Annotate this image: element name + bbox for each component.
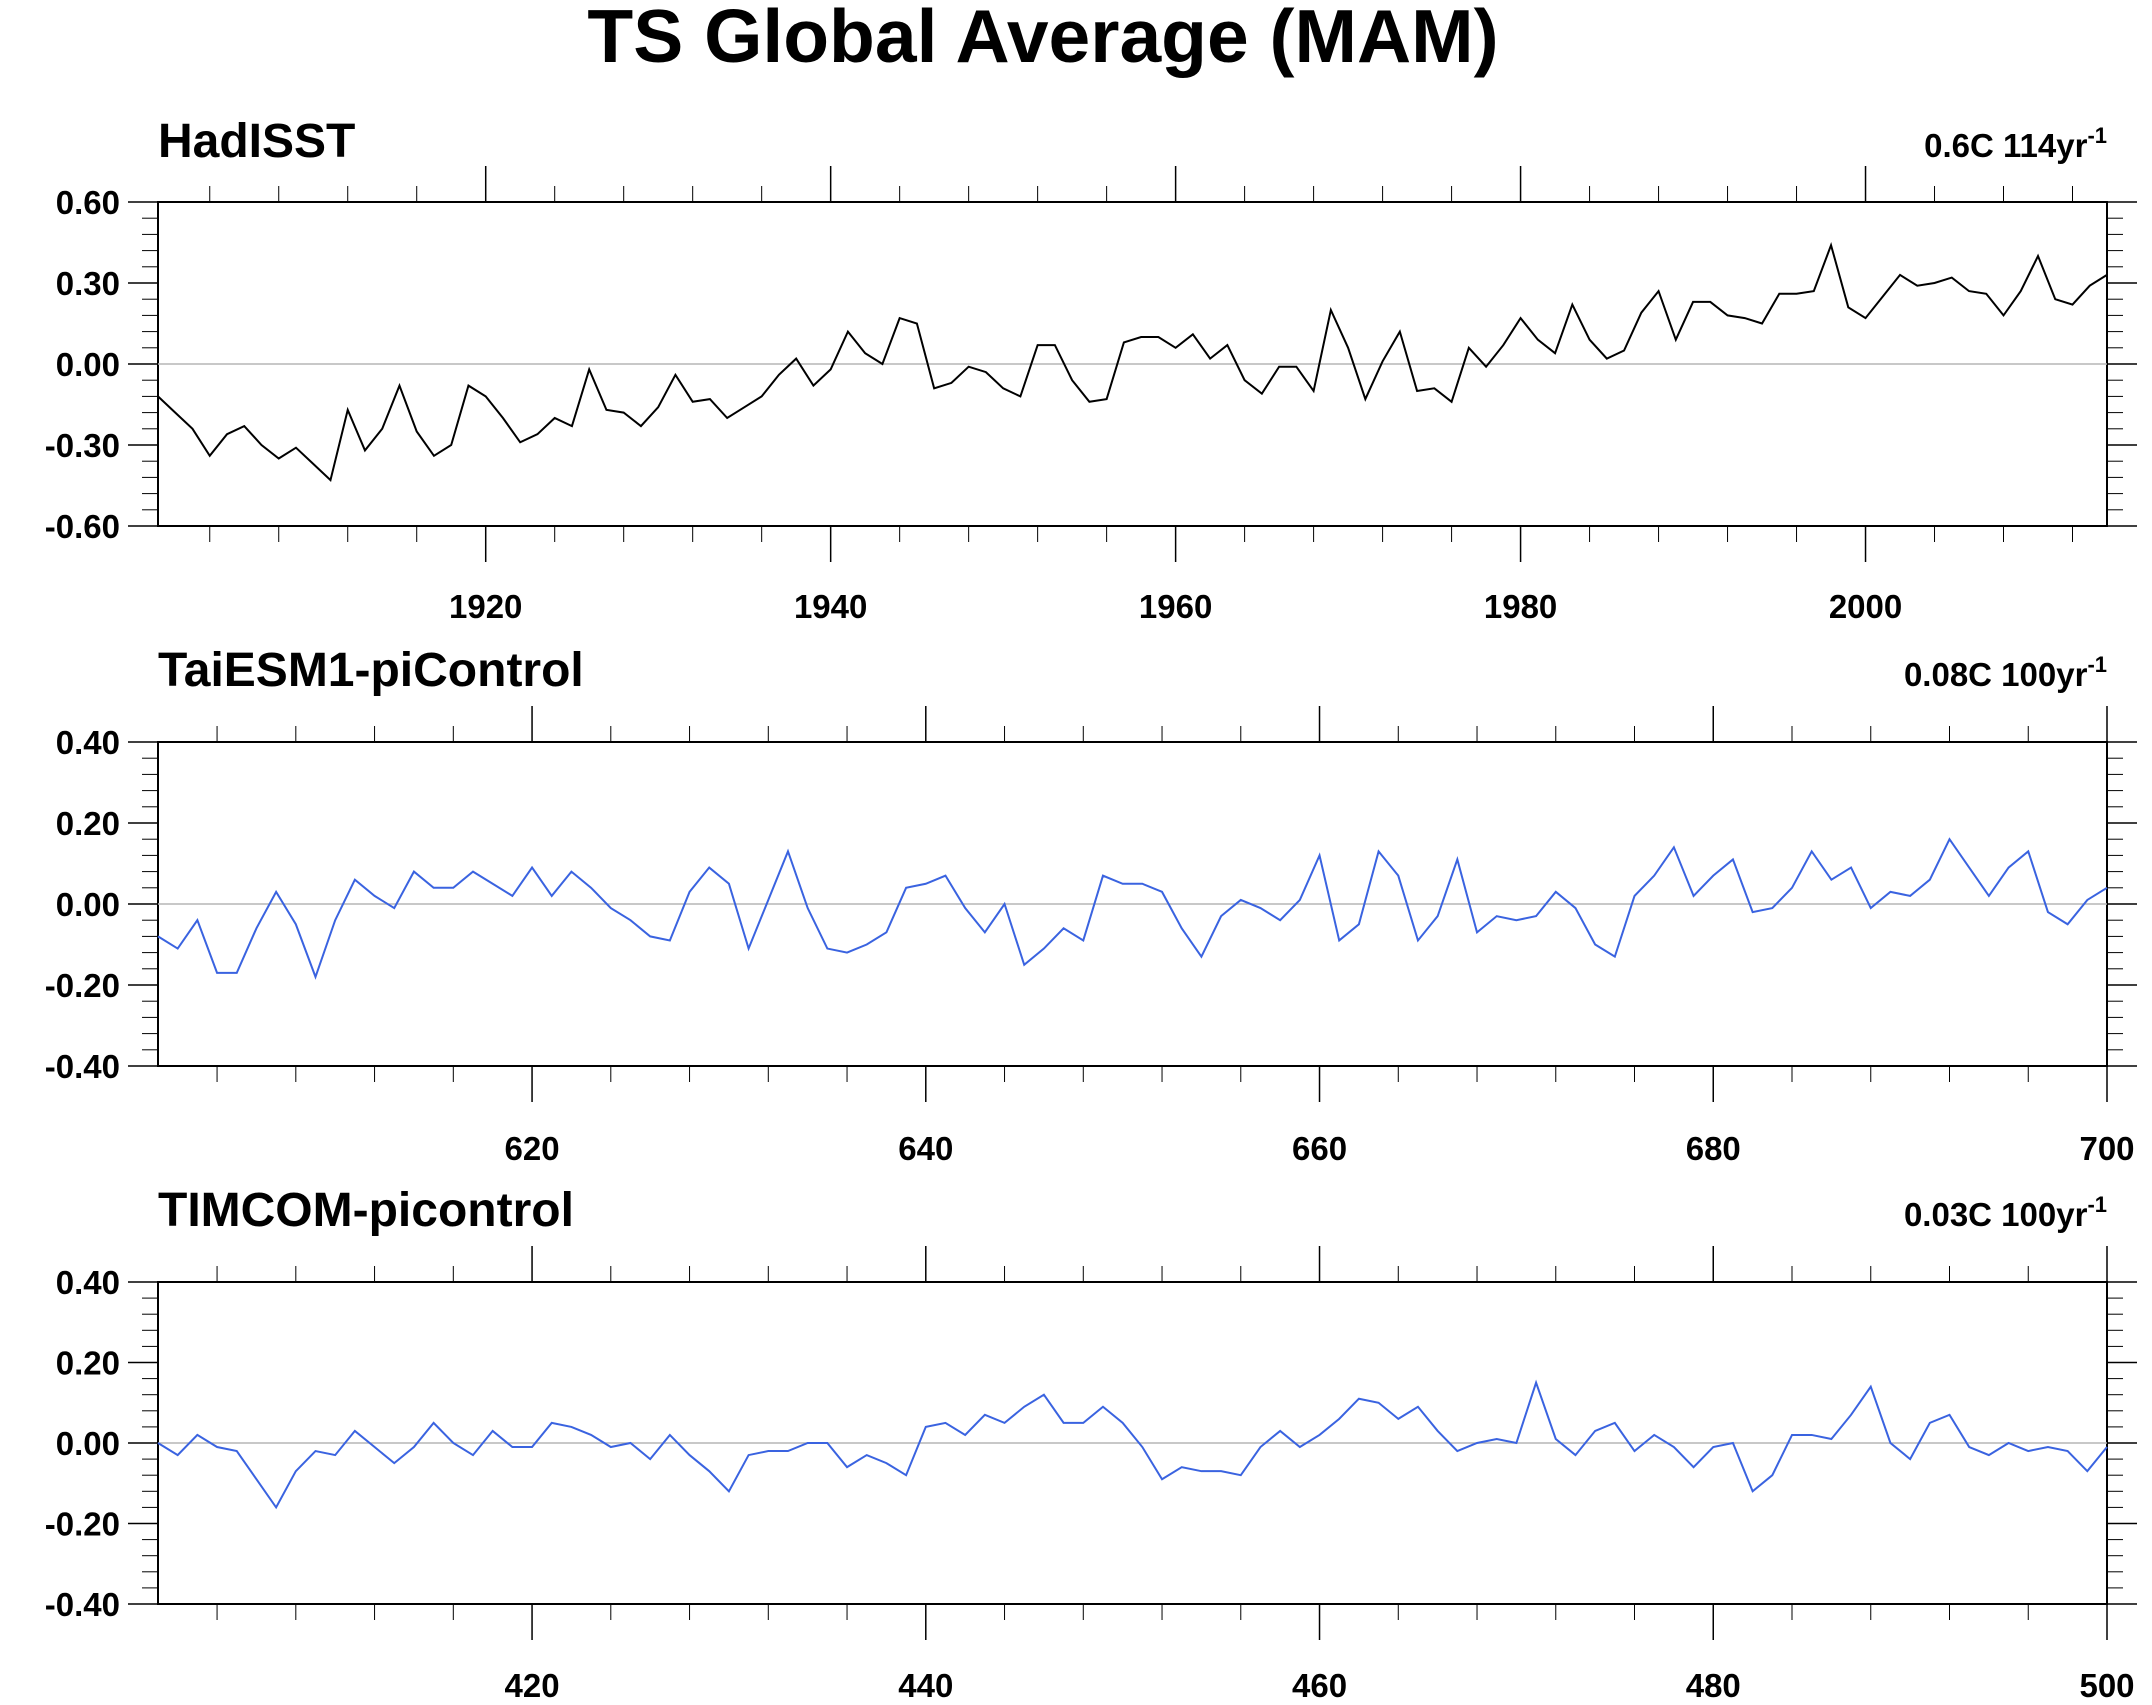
- trend-label-exponent: -1: [2087, 123, 2107, 148]
- x-tick-label: 700: [2079, 1130, 2134, 1167]
- y-tick-label: 0.20: [56, 1345, 120, 1382]
- y-tick-label: -0.60: [45, 508, 120, 545]
- x-tick-label: 440: [898, 1667, 953, 1704]
- x-tick-label: 1920: [449, 588, 522, 625]
- trend-label-base: 0.08C 100yr: [1904, 656, 2088, 693]
- x-tick-label: 640: [898, 1130, 953, 1167]
- y-tick-label: 0.00: [56, 1425, 120, 1462]
- x-tick-label: 1960: [1139, 588, 1212, 625]
- figure-title: TS Global Average (MAM): [587, 0, 1498, 78]
- trend-label-exponent: -1: [2087, 1192, 2107, 1217]
- y-tick-label: 0.30: [56, 265, 120, 302]
- x-tick-label: 680: [1686, 1130, 1741, 1167]
- panel-1: HadISST 0.6C 114yr-1 -0.60 -0.30 0.00 0.30 0.6…: [45, 115, 2137, 625]
- x-tick-label: 420: [505, 1667, 560, 1704]
- trend-label: 0.6C 114yr-1: [1924, 123, 2107, 164]
- panel-title: TIMCOM-picontrol: [158, 1184, 574, 1237]
- x-tick-label: 500: [2079, 1667, 2134, 1704]
- trend-label-base: 0.6C 114yr: [1924, 127, 2087, 164]
- panel-title: HadISST: [158, 115, 355, 168]
- y-tick-label: 0.00: [56, 346, 120, 383]
- y-tick-label: -0.20: [45, 1506, 120, 1543]
- series-line: [157, 837, 2108, 980]
- x-tick-label: 2000: [1829, 588, 1902, 625]
- y-tick-label: 0.20: [56, 805, 120, 842]
- y-tick-label: 0.60: [56, 184, 120, 221]
- trend-label: 0.03C 100yr-1: [1904, 1192, 2107, 1233]
- x-tick-label: 1940: [794, 588, 867, 625]
- x-tick-label: 1980: [1484, 588, 1557, 625]
- y-tick-label: 0.00: [56, 886, 120, 923]
- series-line: [157, 241, 2108, 483]
- trend-label-exponent: -1: [2087, 652, 2107, 677]
- x-tick-label: 620: [505, 1130, 560, 1167]
- y-tick-label: -0.30: [45, 427, 120, 464]
- series-line: [157, 1379, 2108, 1510]
- x-tick-label: 480: [1686, 1667, 1741, 1704]
- panel-title: TaiESM1-piControl: [158, 644, 584, 697]
- y-tick-label: -0.20: [45, 967, 120, 1004]
- y-tick-label: 0.40: [56, 724, 120, 761]
- y-tick-label: -0.40: [45, 1586, 120, 1623]
- trend-label: 0.08C 100yr-1: [1904, 652, 2107, 693]
- x-tick-label: 460: [1292, 1667, 1347, 1704]
- y-tick-label: -0.40: [45, 1048, 120, 1085]
- x-tick-label: 660: [1292, 1130, 1347, 1167]
- panel-3: TIMCOM-picontrol 0.03C 100yr-1 -0.40 -0.20 0…: [45, 1184, 2137, 1704]
- trend-label-base: 0.03C 100yr: [1904, 1196, 2088, 1233]
- panel-2: TaiESM1-piControl 0.08C 100yr-1 -0.40 -0.20…: [45, 644, 2137, 1167]
- panels: HadISST 0.6C 114yr-1-0.60-0.300.000.300.6…: [45, 115, 2137, 1704]
- y-tick-label: 0.40: [56, 1264, 120, 1301]
